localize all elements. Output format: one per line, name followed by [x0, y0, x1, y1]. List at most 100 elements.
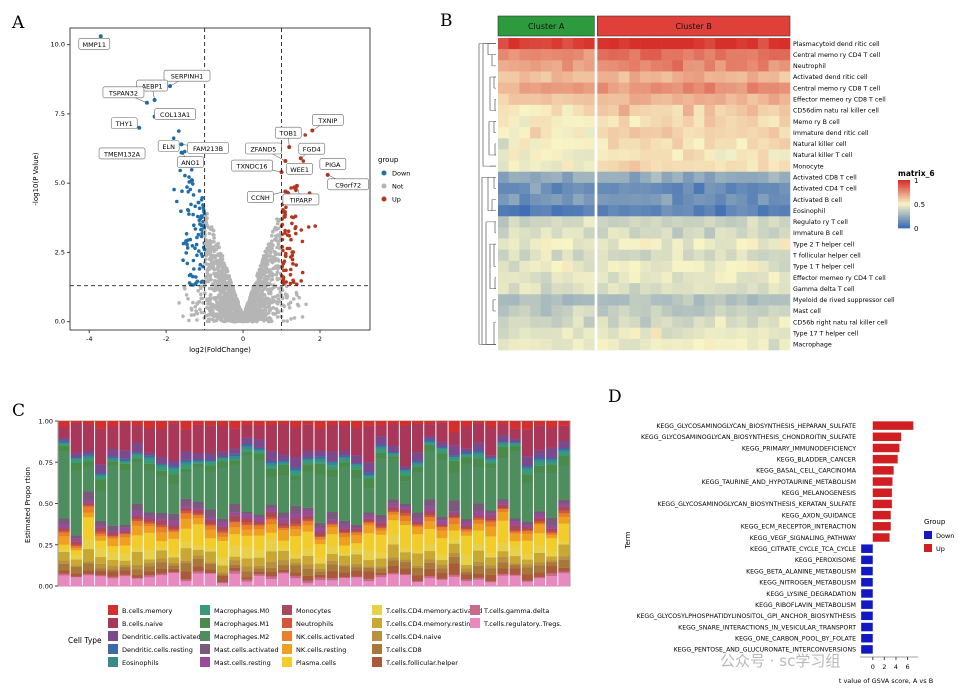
heatmap-cell — [519, 216, 531, 228]
volcano-point — [198, 222, 202, 226]
pathway-term-label: KEGG_NITROGEN_METABOLISM — [759, 580, 856, 587]
stacked-bar-segment — [558, 421, 570, 426]
heatmap-cell — [562, 104, 574, 117]
stacked-bar-segment — [156, 463, 168, 465]
stacked-bar-segment — [82, 454, 95, 456]
heatmap-cell — [572, 238, 584, 251]
stacked-bar-segment — [168, 525, 180, 529]
heatmap-cell — [661, 93, 673, 106]
heatmap-cell — [583, 194, 595, 206]
stacked-bar-segment — [485, 568, 497, 576]
heatmap-cell — [640, 316, 652, 329]
stacked-bar-segment — [168, 553, 180, 558]
heatmap-cell — [640, 260, 652, 273]
heatmap-cell — [551, 171, 563, 184]
colorbar-step — [898, 196, 910, 198]
stacked-bar-segment — [375, 444, 387, 447]
stacked-bar-segment — [412, 550, 424, 554]
stacked-bar-segment — [399, 506, 412, 510]
stacked-bar-segment — [387, 511, 399, 515]
heatmap-cell — [725, 249, 737, 262]
stacked-bar-segment — [436, 453, 448, 460]
stacked-bar-segment — [485, 421, 497, 427]
volcano-point — [213, 261, 218, 265]
stacked-bar-segment — [509, 438, 521, 443]
stacked-bar-segment — [180, 462, 192, 465]
heatmap-cell — [682, 116, 694, 128]
volcano-point — [263, 299, 267, 304]
volcano-point — [248, 318, 253, 323]
heatmap-cell — [572, 272, 584, 284]
heatmap-cell — [508, 316, 520, 329]
heatmap-cell — [498, 205, 509, 217]
volcano-point — [193, 305, 197, 309]
stacked-bar-segment — [460, 448, 472, 453]
heatmap-cell — [618, 160, 630, 173]
stacked-bar-segment — [143, 463, 156, 471]
x-tick-label: 2 — [882, 663, 886, 671]
stacked-bar-segment — [363, 425, 375, 463]
heatmap-cell — [572, 283, 584, 295]
heatmap-cell — [779, 316, 791, 329]
stacked-bar-segment — [302, 568, 314, 576]
stacked-bar-segment — [253, 535, 265, 550]
volcano-point — [271, 266, 275, 271]
volcano-point — [187, 273, 192, 278]
heatmap-cell — [608, 327, 620, 340]
stacked-bar-segment — [436, 421, 448, 423]
colorbar-step — [898, 216, 910, 219]
stacked-bar-segment — [412, 512, 424, 519]
stacked-bar-segment — [436, 524, 448, 527]
stacked-bar-segment — [95, 533, 107, 537]
stacked-bar-segment — [277, 565, 290, 570]
stacked-bar-segment — [253, 459, 265, 515]
stacked-bar-segment — [436, 568, 448, 574]
gene-label-box — [286, 163, 313, 175]
heatmap-cell — [672, 60, 684, 72]
heatmap-cell — [597, 227, 609, 239]
heatmap-cell — [682, 316, 694, 329]
heatmap-cell — [661, 71, 673, 83]
heatmap-cell — [540, 327, 552, 340]
heatmap-cell — [572, 205, 584, 217]
stacked-bar-segment — [460, 580, 472, 587]
heatmap-cell — [519, 138, 531, 150]
stacked-bar-segment — [290, 505, 302, 514]
stacked-bar-segment — [131, 454, 143, 459]
stacked-bar-segment — [314, 428, 326, 451]
gene-label: TXNDC16 — [235, 163, 267, 171]
volcano-point — [205, 244, 210, 248]
cell-type-legend: B.cells.memoryB.cells.naiveDendritic.cel… — [108, 605, 562, 667]
heatmap-row-label: Type 2 T helper cell — [792, 241, 854, 248]
volcano-point — [295, 282, 299, 287]
heatmap-cell — [498, 238, 509, 251]
heatmap-cell — [715, 227, 727, 239]
heatmap-cell — [768, 71, 780, 83]
stacked-bar-segment — [302, 519, 314, 522]
stacked-bar-segment — [326, 523, 338, 525]
heatmap-cell — [629, 138, 641, 150]
heatmap-cell — [650, 283, 662, 295]
stacked-bar-segment — [107, 576, 119, 579]
stacked-bar-segment — [70, 458, 82, 460]
y-tick-label: 0.00 — [39, 583, 53, 591]
stacked-bar-segment — [119, 460, 131, 462]
stacked-bar-segment — [204, 548, 216, 552]
stacked-bar-segment — [436, 459, 448, 517]
stacked-bar-segment — [338, 532, 351, 534]
stacked-bar-segment — [241, 535, 253, 548]
stacked-bar-segment — [70, 538, 82, 542]
heatmap-cell — [682, 160, 694, 173]
stacked-bar-segment — [472, 449, 485, 453]
heatmap-cell — [618, 138, 630, 150]
heatmap-cell — [682, 272, 694, 284]
volcano-point — [271, 255, 275, 259]
volcano-point — [222, 268, 226, 272]
volcano-point — [220, 257, 225, 262]
pathway-term-labels: KEGG_GLYCOSAMINOGLYCAN_BIOSYNTHESIS_HEPA… — [636, 423, 856, 654]
stacked-bar-segment — [424, 499, 436, 507]
stacked-bar-segment — [229, 512, 241, 516]
stacked-bar-segment — [338, 467, 351, 521]
stacked-bar-segment — [497, 504, 509, 509]
stacked-bar-segment — [95, 556, 107, 564]
